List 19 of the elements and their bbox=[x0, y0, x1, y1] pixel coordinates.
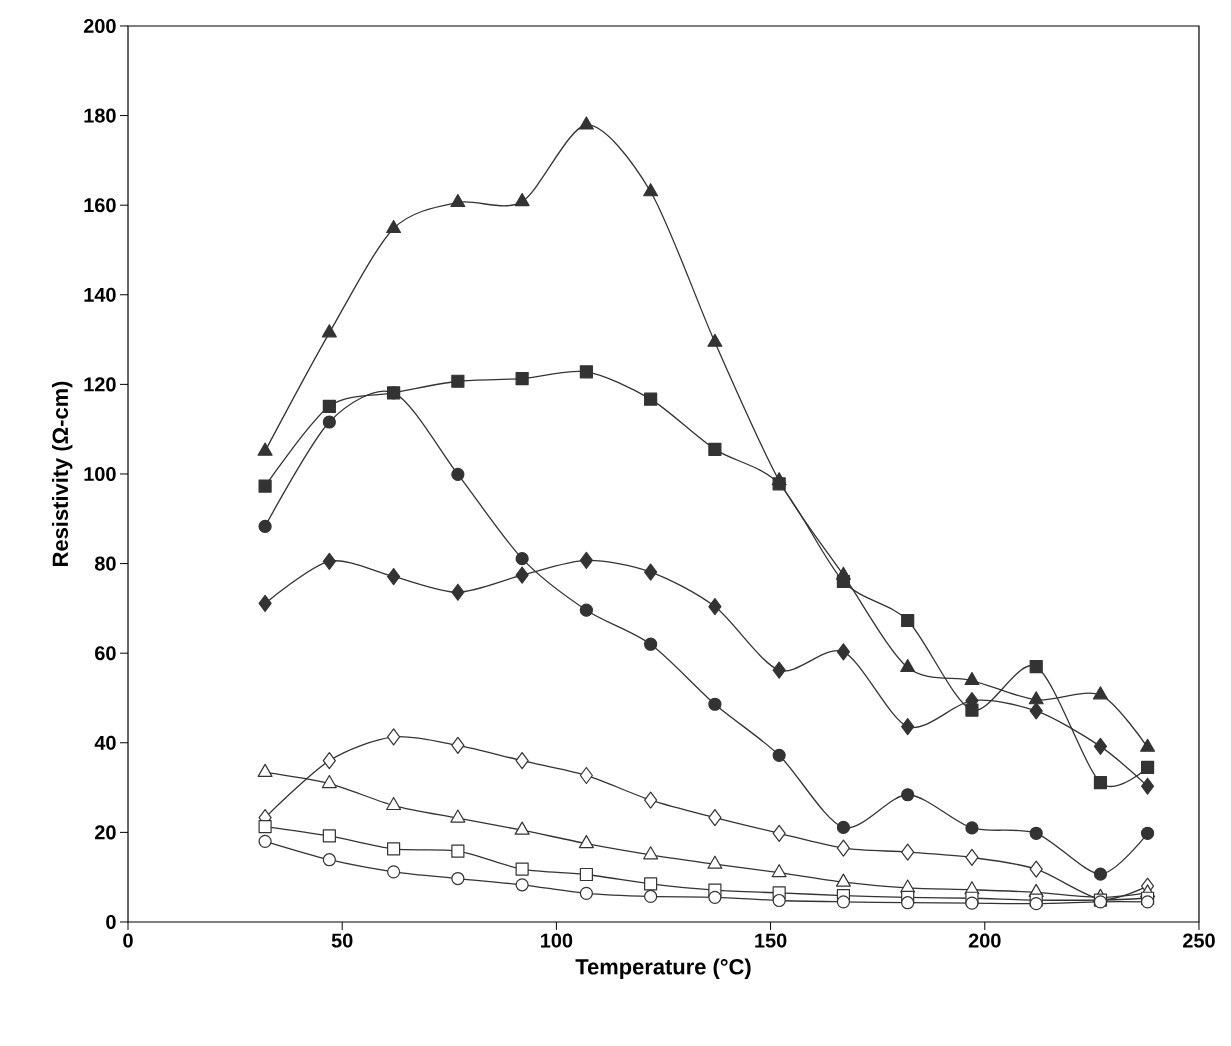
x-tick-label: 0 bbox=[123, 933, 133, 948]
x-tick-label: 250 bbox=[1183, 933, 1215, 948]
y-tick-label: 20 bbox=[95, 825, 116, 840]
x-tick-label: 200 bbox=[968, 933, 1001, 948]
y-axis-title: Resistivity (Ω-cm) bbox=[51, 381, 73, 566]
x-axis-title: Temperature (°C) bbox=[575, 958, 751, 979]
y-tick-label: 120 bbox=[84, 377, 116, 392]
y-tick-label: 180 bbox=[84, 108, 116, 123]
x-tick-label: 100 bbox=[541, 933, 573, 948]
y-tick-label: 200 bbox=[83, 18, 116, 34]
y-tick-label: 80 bbox=[94, 556, 116, 571]
x-tick-label: 150 bbox=[755, 933, 787, 948]
y-tick-label: 40 bbox=[94, 735, 116, 750]
x-tick-label: 50 bbox=[331, 933, 353, 948]
y-tick-label: 140 bbox=[84, 287, 116, 302]
y-tick-label: 100 bbox=[84, 466, 116, 482]
y-tick-label: 0 bbox=[106, 914, 116, 930]
y-tick-label: 60 bbox=[95, 646, 116, 661]
y-tick-label: 160 bbox=[84, 198, 116, 213]
